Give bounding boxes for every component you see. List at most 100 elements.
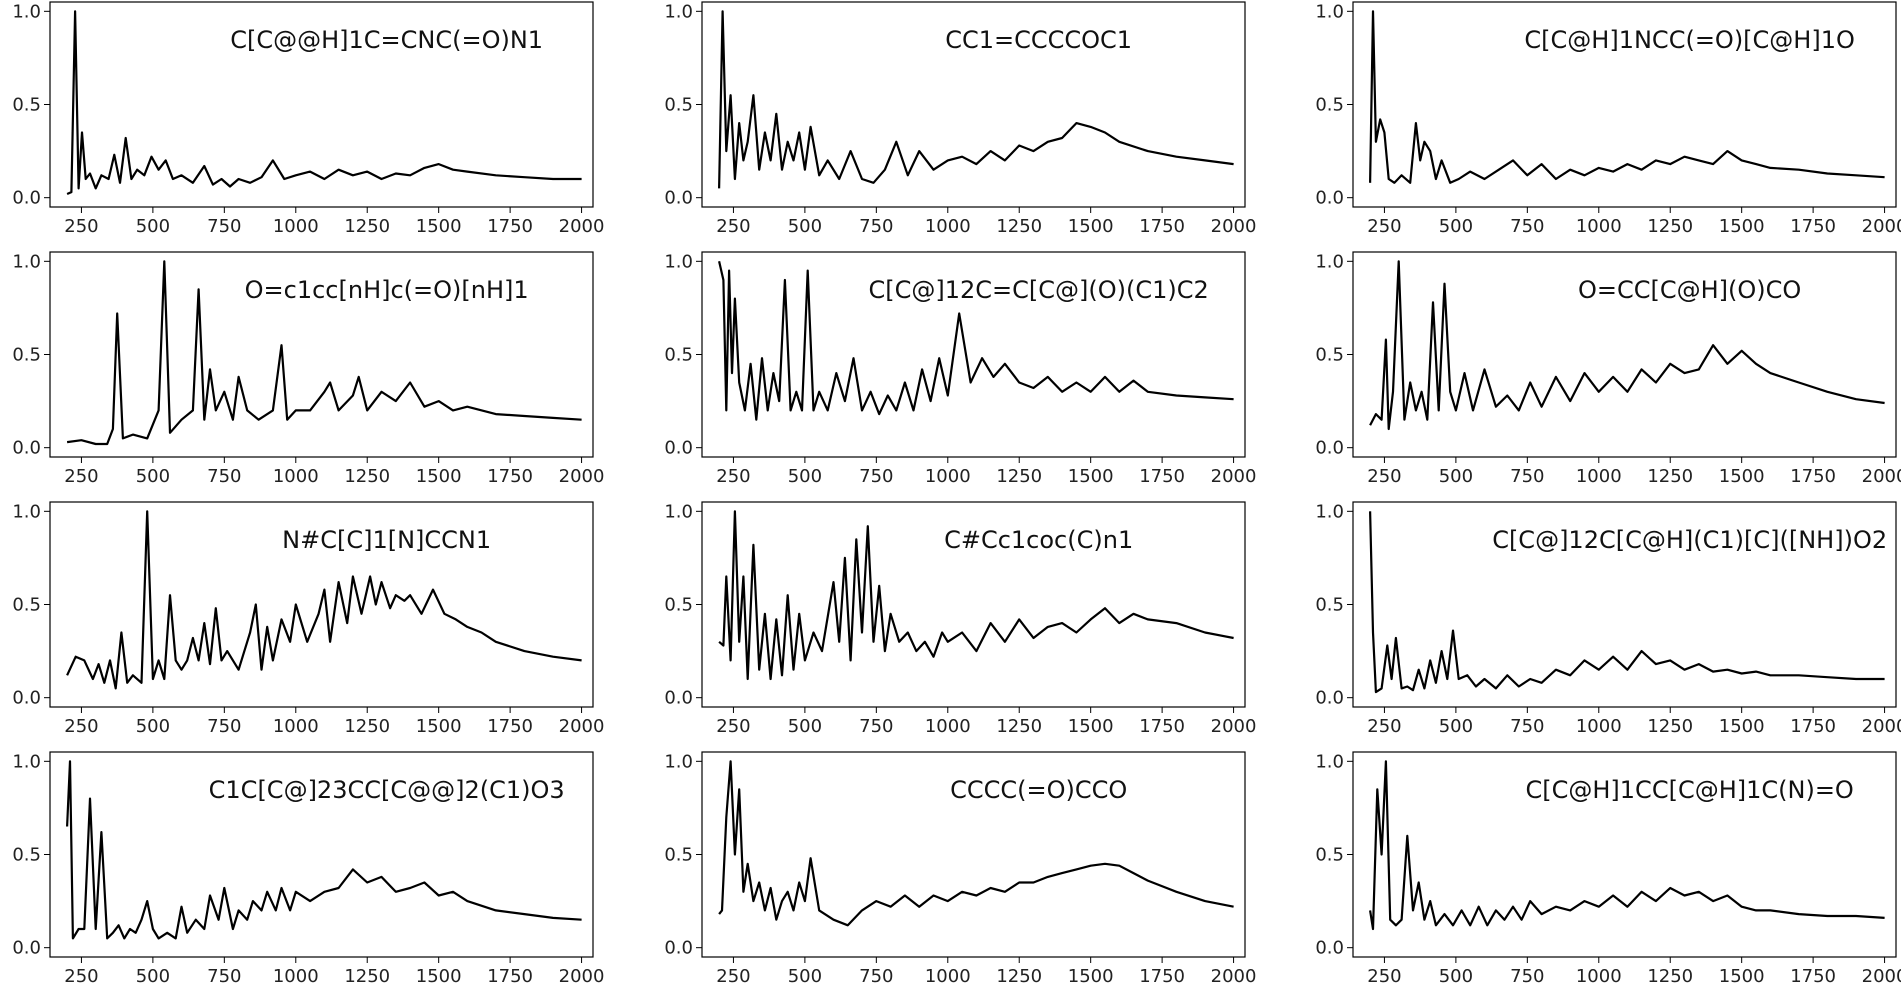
spectrum-line <box>718 10 1234 189</box>
panel-title: CCCC(=O)CCO <box>950 776 1127 804</box>
x-tick-label: 250 <box>64 716 98 737</box>
y-tick-label: 0.0 <box>1315 188 1344 209</box>
x-tick-label: 1250 <box>1647 966 1693 987</box>
x-tick-label: 2000 <box>559 466 605 487</box>
y-tick-label: 0.0 <box>664 688 693 709</box>
y-tick-label: 0.0 <box>1315 688 1344 709</box>
x-tick-label: 250 <box>64 216 98 237</box>
x-tick-label: 1250 <box>344 466 390 487</box>
x-tick-label: 1500 <box>1068 216 1114 237</box>
x-tick-label: 500 <box>136 716 170 737</box>
x-tick-label: 1750 <box>1139 716 1185 737</box>
y-tick-label: 1.0 <box>1315 751 1344 772</box>
x-tick-label: 750 <box>207 216 241 237</box>
y-tick-label: 0.0 <box>12 188 41 209</box>
spectrum-line <box>718 760 1234 927</box>
x-tick-label: 2000 <box>1211 466 1257 487</box>
x-tick-label: 500 <box>136 966 170 987</box>
y-tick-label: 1.0 <box>664 1 693 22</box>
y-tick-label: 1.0 <box>12 501 41 522</box>
y-tick-label: 1.0 <box>12 251 41 272</box>
x-tick-label: 750 <box>1510 466 1544 487</box>
x-tick-label: 750 <box>1510 716 1544 737</box>
x-tick-label: 1750 <box>1139 966 1185 987</box>
x-tick-label: 250 <box>1367 216 1401 237</box>
x-tick-label: 750 <box>207 466 241 487</box>
spectrum-line <box>66 10 582 196</box>
x-tick-label: 250 <box>716 966 750 987</box>
x-tick-label: 1500 <box>416 216 462 237</box>
y-tick-label: 0.5 <box>1315 95 1344 116</box>
x-tick-label: 1250 <box>996 966 1042 987</box>
x-tick-label: 250 <box>716 466 750 487</box>
x-tick-label: 2000 <box>1862 466 1901 487</box>
x-tick-label: 250 <box>1367 466 1401 487</box>
y-tick-label: 1.0 <box>1315 1 1344 22</box>
x-tick-label: 1750 <box>487 466 533 487</box>
x-tick-label: 750 <box>859 216 893 237</box>
x-tick-label: 500 <box>788 466 822 487</box>
x-tick-label: 1750 <box>1139 466 1185 487</box>
panel-title: CC1=CCCCOC1 <box>945 26 1132 54</box>
spectrum-line <box>66 260 582 446</box>
x-tick-label: 750 <box>859 466 893 487</box>
x-tick-label: 750 <box>207 966 241 987</box>
x-tick-label: 250 <box>1367 966 1401 987</box>
chart-panel-5: 250 500 750 1000 1250 1500 1750 2000 0.0 0.5 1.0 C[… <box>664 251 1256 487</box>
x-tick-label: 500 <box>788 966 822 987</box>
y-tick-label: 1.0 <box>664 751 693 772</box>
x-tick-label: 1750 <box>487 966 533 987</box>
x-tick-label: 2000 <box>1862 216 1901 237</box>
x-tick-label: 1250 <box>1647 466 1693 487</box>
x-tick-label: 1250 <box>1647 716 1693 737</box>
x-tick-label: 500 <box>788 716 822 737</box>
x-tick-label: 1000 <box>925 466 971 487</box>
x-tick-label: 1750 <box>487 716 533 737</box>
panel-title: C1C[C@]23CC[C@@]2(C1)O3 <box>209 776 565 804</box>
x-tick-label: 750 <box>859 966 893 987</box>
x-tick-label: 1000 <box>273 216 319 237</box>
x-tick-label: 1750 <box>487 216 533 237</box>
y-tick-label: 0.5 <box>664 95 693 116</box>
x-tick-label: 2000 <box>1862 966 1901 987</box>
x-tick-label: 500 <box>1439 966 1473 987</box>
x-tick-label: 2000 <box>559 966 605 987</box>
y-tick-label: 0.5 <box>12 845 41 866</box>
chart-panel-1: 250 500 750 1000 1250 1500 1750 2000 0.0 0.5 1.0 C[… <box>12 1 604 237</box>
y-tick-label: 1.0 <box>1315 251 1344 272</box>
panel-title: O=CC[C@H](O)CO <box>1578 276 1801 304</box>
y-tick-label: 0.5 <box>12 345 41 366</box>
x-tick-label: 1000 <box>1576 966 1622 987</box>
spectrum-line <box>1369 10 1885 184</box>
y-tick-label: 0.0 <box>664 438 693 459</box>
y-tick-label: 1.0 <box>664 501 693 522</box>
spectrum-line <box>1369 760 1885 931</box>
chart-panel-10: 250 500 750 1000 1250 1500 1750 2000 0.0 0.5 1.0 C1… <box>12 751 604 987</box>
y-tick-label: 0.0 <box>664 938 693 959</box>
x-tick-label: 250 <box>716 716 750 737</box>
chart-panel-3: 250 500 750 1000 1250 1500 1750 2000 0.0 0.5 1.0 C[… <box>1315 1 1901 237</box>
x-tick-label: 1500 <box>1719 216 1765 237</box>
y-tick-label: 0.5 <box>1315 595 1344 616</box>
x-tick-label: 1000 <box>925 966 971 987</box>
chart-panel-9: 250 500 750 1000 1250 1500 1750 2000 0.0 0.5 1.0 C[… <box>1315 501 1901 737</box>
x-tick-label: 1250 <box>996 716 1042 737</box>
x-tick-label: 1500 <box>416 966 462 987</box>
x-tick-label: 1500 <box>1068 716 1114 737</box>
chart-panel-12: 250 500 750 1000 1250 1500 1750 2000 0.0 0.5 1.0 C[… <box>1315 751 1901 987</box>
x-tick-label: 1000 <box>1576 216 1622 237</box>
x-tick-label: 250 <box>716 216 750 237</box>
x-tick-label: 2000 <box>1211 716 1257 737</box>
x-tick-label: 750 <box>859 716 893 737</box>
chart-panel-2: 250 500 750 1000 1250 1500 1750 2000 0.0 0.5 1.0 CC… <box>664 1 1256 237</box>
panel-title: C[C@@H]1C=CNC(=O)N1 <box>230 26 543 54</box>
x-tick-label: 1250 <box>344 966 390 987</box>
y-tick-label: 0.0 <box>12 688 41 709</box>
x-tick-label: 1000 <box>925 216 971 237</box>
x-tick-label: 2000 <box>1211 966 1257 987</box>
x-tick-label: 2000 <box>559 216 605 237</box>
y-tick-label: 0.5 <box>12 595 41 616</box>
x-tick-label: 1500 <box>1719 966 1765 987</box>
x-tick-label: 500 <box>788 216 822 237</box>
